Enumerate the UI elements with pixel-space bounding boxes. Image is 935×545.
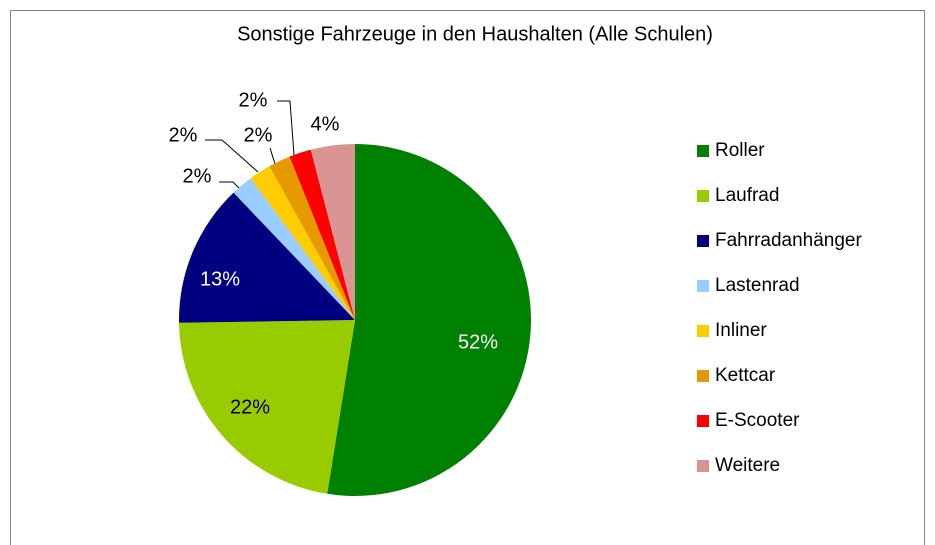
data-label: 52%: [458, 331, 498, 353]
leader-lines: [205, 100, 295, 190]
leader-line: [269, 147, 276, 165]
legend-swatch: [697, 415, 709, 427]
legend-swatch: [697, 280, 709, 292]
pie-slice: [233, 178, 355, 320]
legend-label: Inliner: [715, 320, 767, 341]
leader-line: [277, 100, 295, 156]
data-label: 4%: [311, 113, 340, 135]
legend-swatch: [697, 235, 709, 247]
leader-line: [219, 181, 241, 190]
legend-label: Fahrradanhänger: [715, 230, 862, 251]
chart-title: Sonstige Fahrzeuge in den Haushalten (Al…: [237, 23, 713, 45]
legend-label: Kettcar: [715, 365, 776, 386]
pie-slice: [179, 320, 355, 494]
pie-slice: [269, 156, 355, 320]
legend-swatch: [697, 460, 709, 472]
legend-label: E-Scooter: [715, 410, 800, 431]
pie-slice: [310, 144, 355, 320]
data-label: 2%: [239, 89, 268, 111]
legend-swatch: [697, 145, 709, 157]
legend-swatch: [697, 325, 709, 337]
data-label: 13%: [200, 268, 240, 290]
legend-label: Weitere: [715, 455, 780, 476]
pie-slice: [327, 144, 531, 496]
data-label: 2%: [169, 124, 198, 146]
legend-label: Roller: [715, 140, 765, 161]
pie-slice: [250, 166, 355, 320]
legend-label: Laufrad: [715, 185, 779, 206]
data-label: 2%: [183, 165, 212, 187]
data-label: 22%: [230, 396, 270, 418]
leader-line: [205, 139, 259, 173]
pie-slice: [289, 149, 355, 320]
pie-slice: [179, 192, 355, 323]
legend-swatch: [697, 370, 709, 382]
legend-swatch: [697, 190, 709, 202]
data-label: 2%: [244, 124, 273, 146]
legend-label: Lastenrad: [715, 275, 800, 296]
